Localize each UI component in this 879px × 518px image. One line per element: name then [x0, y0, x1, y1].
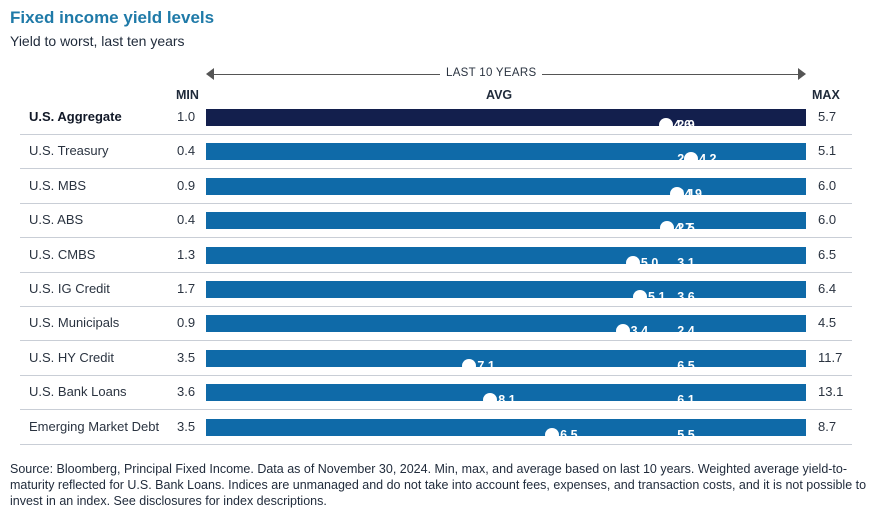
avg-value: 5.5 [677, 427, 695, 442]
range-bar: 6.5 7.1 [206, 349, 806, 373]
current-dot-icon [483, 393, 498, 408]
range-bar: 2.5 4.7 [206, 212, 806, 236]
avg-value: 6.5 [677, 358, 695, 373]
avg-value: 3.1 [677, 255, 695, 270]
table-row: U.S. ABS 0.4 6.0 2.5 4.7 [20, 204, 852, 239]
max-value: 6.0 [818, 212, 837, 228]
avg-value: 6.1 [677, 393, 695, 408]
current-value: 4.9 [684, 186, 702, 201]
chart-title: Fixed income yield levels [10, 8, 215, 27]
avg-value: 3.6 [677, 290, 695, 304]
row-label: U.S. Bank Loans [29, 384, 127, 400]
table-row: U.S. Aggregate 1.0 5.7 2.9 4.6 [20, 101, 852, 135]
max-value: 6.4 [818, 281, 837, 296]
current-value: 5.1 [648, 290, 666, 304]
row-divider [20, 271, 852, 273]
min-value: 0.4 [177, 212, 196, 228]
range-bar: 6.1 8.1 [206, 384, 806, 408]
avg-value: 2.4 [677, 324, 695, 339]
current-value: 3.4 [630, 324, 649, 339]
row-divider [20, 409, 852, 411]
arrow-right-icon [798, 68, 806, 80]
range-bar: 3.6 5.1 [206, 281, 806, 304]
table-row: U.S. Bank Loans 3.6 13.1 6.1 8.1 [20, 376, 852, 411]
min-value: 0.9 [177, 177, 196, 193]
current-value: 4.6 [673, 118, 691, 132]
min-value: 3.5 [177, 349, 196, 365]
table-row: U.S. Treasury 0.4 5.1 2.24.2 [20, 135, 852, 170]
min-value: 1.3 [177, 246, 196, 262]
row-label: U.S. ABS [29, 212, 84, 228]
row-divider [20, 340, 852, 342]
current-value: 6.5 [560, 427, 578, 442]
max-value: 11.7 [818, 349, 843, 365]
avg-value: 2.9 [677, 118, 695, 132]
max-column-header: MAX [812, 88, 840, 102]
min-column-header: MIN [176, 88, 199, 102]
row-divider [20, 306, 852, 307]
current-value: 8.1 [498, 393, 516, 408]
range-bar: 2.4 3.4 [206, 315, 806, 339]
current-value: 4.2 [699, 152, 717, 167]
avg-value: 2.5 [677, 221, 695, 236]
row-label: U.S. Municipals [29, 315, 120, 331]
current-dot-icon [545, 427, 560, 442]
max-value: 6.0 [818, 177, 837, 193]
row-divider [20, 374, 852, 376]
table-row: U.S. MBS 0.9 6.0 3.1 4.9 [20, 170, 852, 204]
range-bar: 2.24.2 [206, 143, 806, 167]
row-label: U.S. HY Credit [29, 349, 115, 365]
min-value: 3.5 [177, 418, 196, 434]
current-dot-icon [659, 221, 674, 236]
min-value: 0.9 [177, 315, 196, 331]
max-value: 8.7 [818, 418, 837, 434]
table-row: U.S. CMBS 1.3 6.5 3.1 5.0 [20, 239, 852, 273]
arrow-left-icon [206, 68, 214, 80]
max-value: 13.1 [818, 384, 844, 400]
chart-subtitle: Yield to worst, last ten years [10, 33, 185, 49]
current-value: 4.7 [674, 221, 693, 236]
max-value: 5.1 [818, 143, 837, 159]
min-value: 1.0 [177, 109, 196, 124]
range-bar: 3.1 4.9 [206, 177, 806, 201]
table-row: U.S. Municipals 0.9 4.5 2.4 3.4 [20, 307, 852, 342]
current-dot-icon [633, 290, 648, 304]
max-value: 5.7 [818, 109, 837, 124]
row-label: U.S. Aggregate [29, 109, 122, 124]
current-dot-icon [658, 118, 673, 132]
row-divider [20, 237, 852, 239]
current-dot-icon [669, 186, 684, 201]
row-label: U.S. MBS [29, 177, 87, 193]
row-label: U.S. Treasury [29, 143, 109, 159]
range-bar: 3.1 5.0 [206, 246, 806, 270]
current-dot-icon [625, 255, 640, 270]
min-value: 0.4 [177, 143, 196, 159]
table-row: U.S. IG Credit 1.7 6.4 3.6 5.1 [20, 273, 852, 307]
row-label: U.S. IG Credit [29, 281, 110, 296]
row-divider [20, 168, 852, 170]
current-dot-icon [684, 152, 699, 167]
source-note: Source: Bloomberg, Principal Fixed Incom… [10, 462, 867, 508]
current-dot-icon [462, 358, 477, 373]
row-label: Emerging Market Debt [29, 418, 160, 434]
min-value: 3.6 [177, 384, 196, 400]
current-dot-icon [615, 324, 630, 339]
table-row: U.S. HY Credit 3.5 11.7 6.5 7.1 [20, 342, 852, 376]
min-value: 1.7 [177, 281, 196, 296]
max-value: 6.5 [818, 246, 837, 262]
row-divider [20, 134, 852, 135]
row-label: U.S. CMBS [29, 246, 96, 262]
range-bar: 2.9 4.6 [206, 109, 806, 132]
max-value: 4.5 [818, 315, 837, 331]
row-divider [20, 202, 852, 204]
current-value: 5.0 [640, 255, 659, 270]
current-value: 7.1 [477, 358, 495, 373]
range-bar: 5.5 6.5 [206, 418, 806, 442]
range-label: LAST 10 YEARS [440, 67, 543, 79]
table-row: Emerging Market Debt 3.5 8.7 5.5 6.5 [20, 411, 852, 445]
row-divider [20, 443, 852, 445]
avg-column-header: AVG [486, 88, 513, 102]
